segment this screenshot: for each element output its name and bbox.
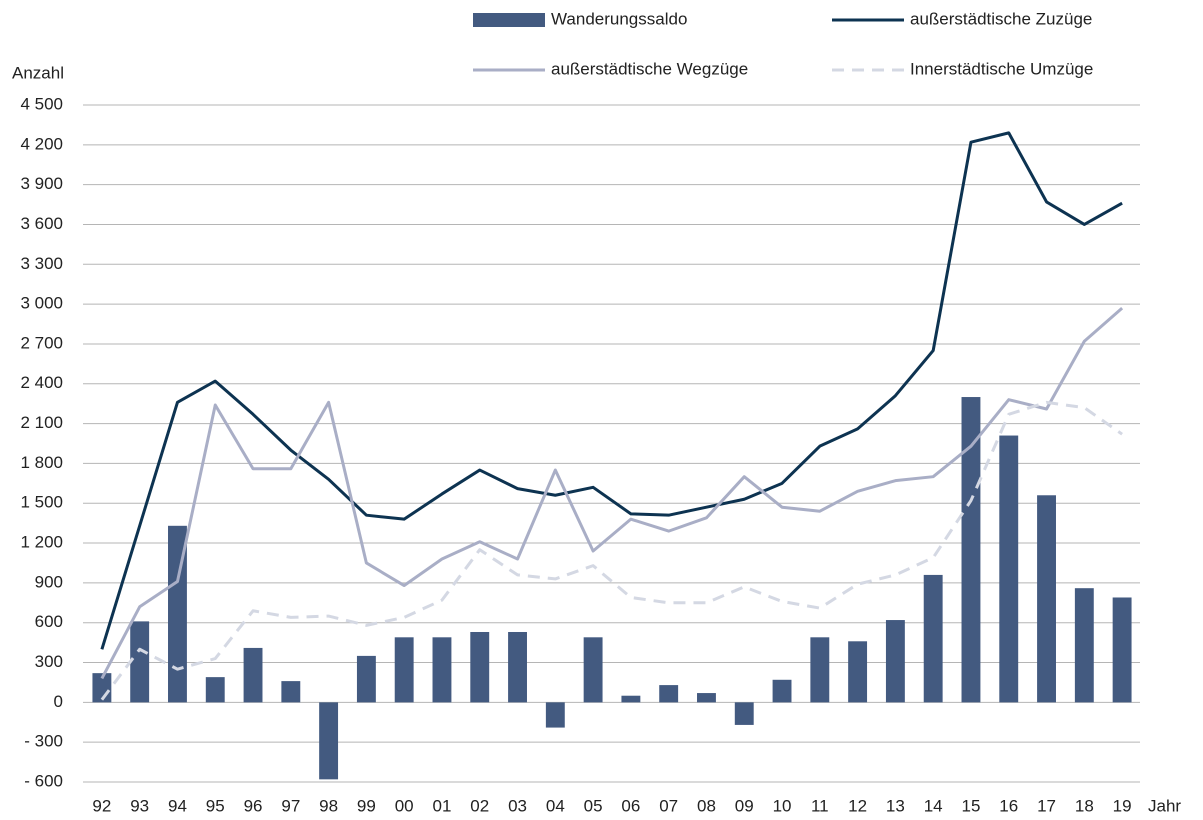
bar bbox=[810, 637, 830, 703]
y-tick-label: - 600 bbox=[24, 771, 63, 790]
legend-swatch bbox=[473, 13, 545, 27]
x-tick-label: 96 bbox=[244, 796, 263, 815]
x-axis-label: Jahr bbox=[1148, 796, 1181, 815]
y-tick-label: 1 800 bbox=[20, 453, 63, 472]
x-tick-label: 00 bbox=[395, 796, 414, 815]
bar bbox=[432, 637, 452, 703]
bar bbox=[583, 637, 603, 703]
y-tick-label: 0 bbox=[54, 692, 63, 711]
y-tick-label: 4 500 bbox=[20, 94, 63, 113]
y-tick-label: 3 600 bbox=[20, 214, 63, 233]
legend-label: Wanderungssaldo bbox=[551, 9, 687, 28]
y-tick-label: 3 000 bbox=[20, 294, 63, 313]
x-tick-label: 99 bbox=[357, 796, 376, 815]
x-tick-label: 10 bbox=[773, 796, 792, 815]
bar bbox=[1037, 495, 1056, 703]
y-tick-label: 900 bbox=[35, 572, 63, 591]
x-tick-label: 06 bbox=[621, 796, 640, 815]
bar bbox=[243, 647, 263, 703]
bar bbox=[961, 397, 981, 703]
x-tick-label: 07 bbox=[659, 796, 678, 815]
bar bbox=[205, 677, 225, 703]
x-tick-label: 13 bbox=[886, 796, 905, 815]
y-tick-label: 3 900 bbox=[20, 174, 63, 193]
x-tick-label: 14 bbox=[924, 796, 943, 815]
y-tick-label: 600 bbox=[35, 612, 63, 631]
legend-label: außerstädtische Wegzüge bbox=[551, 59, 748, 78]
bar bbox=[772, 679, 792, 703]
y-tick-label: 4 200 bbox=[20, 134, 63, 153]
x-tick-label: 17 bbox=[1037, 796, 1056, 815]
x-tick-label: 15 bbox=[962, 796, 981, 815]
bar bbox=[1112, 597, 1132, 703]
bar bbox=[319, 702, 339, 780]
y-tick-label: 2 100 bbox=[20, 413, 63, 432]
x-tick-label: 02 bbox=[470, 796, 489, 815]
y-tick-label: 1 500 bbox=[20, 493, 63, 512]
y-axis-label: Anzahl bbox=[12, 63, 64, 82]
bar bbox=[168, 525, 187, 703]
bar bbox=[545, 702, 565, 728]
legend-label: außerstädtische Zuzüge bbox=[910, 9, 1092, 28]
bar bbox=[130, 621, 150, 703]
line bbox=[100, 131, 1123, 650]
bar bbox=[734, 702, 754, 725]
y-tick-label: 3 300 bbox=[20, 254, 63, 273]
y-tick-label: - 300 bbox=[24, 732, 63, 751]
x-tick-label: 93 bbox=[130, 796, 149, 815]
y-tick-label: 2 700 bbox=[20, 333, 63, 352]
x-tick-label: 94 bbox=[168, 796, 187, 815]
y-tick-label: 2 400 bbox=[20, 373, 63, 392]
y-tick-label: 1 200 bbox=[20, 533, 63, 552]
x-tick-label: 97 bbox=[281, 796, 300, 815]
y-tick-label: 300 bbox=[35, 652, 63, 671]
bar bbox=[508, 631, 527, 703]
line bbox=[100, 306, 1124, 680]
x-tick-label: 92 bbox=[92, 796, 111, 815]
x-tick-label: 04 bbox=[546, 796, 565, 815]
legend-label: Innerstädtische Umzüge bbox=[910, 59, 1093, 78]
x-tick-label: 11 bbox=[811, 796, 829, 815]
x-tick-label: 09 bbox=[735, 796, 754, 815]
line bbox=[100, 400, 1123, 701]
x-tick-label: 19 bbox=[1113, 796, 1132, 815]
bar bbox=[923, 574, 943, 703]
x-tick-label: 05 bbox=[584, 796, 603, 815]
bar bbox=[281, 681, 301, 703]
bar bbox=[470, 631, 490, 703]
x-tick-label: 01 bbox=[433, 796, 452, 815]
x-tick-label: 16 bbox=[999, 796, 1018, 815]
bar bbox=[999, 435, 1019, 703]
bar bbox=[885, 620, 905, 703]
bar bbox=[1074, 588, 1094, 703]
x-tick-label: 18 bbox=[1075, 796, 1094, 815]
bar bbox=[848, 641, 868, 703]
bar bbox=[697, 693, 716, 703]
bar bbox=[356, 655, 376, 703]
x-tick-label: 12 bbox=[848, 796, 867, 815]
x-tick-label: 08 bbox=[697, 796, 716, 815]
x-tick-label: 95 bbox=[206, 796, 225, 815]
bar bbox=[394, 637, 414, 703]
bar bbox=[659, 685, 679, 703]
bar bbox=[621, 695, 641, 703]
x-tick-label: 03 bbox=[508, 796, 527, 815]
x-tick-label: 98 bbox=[319, 796, 338, 815]
